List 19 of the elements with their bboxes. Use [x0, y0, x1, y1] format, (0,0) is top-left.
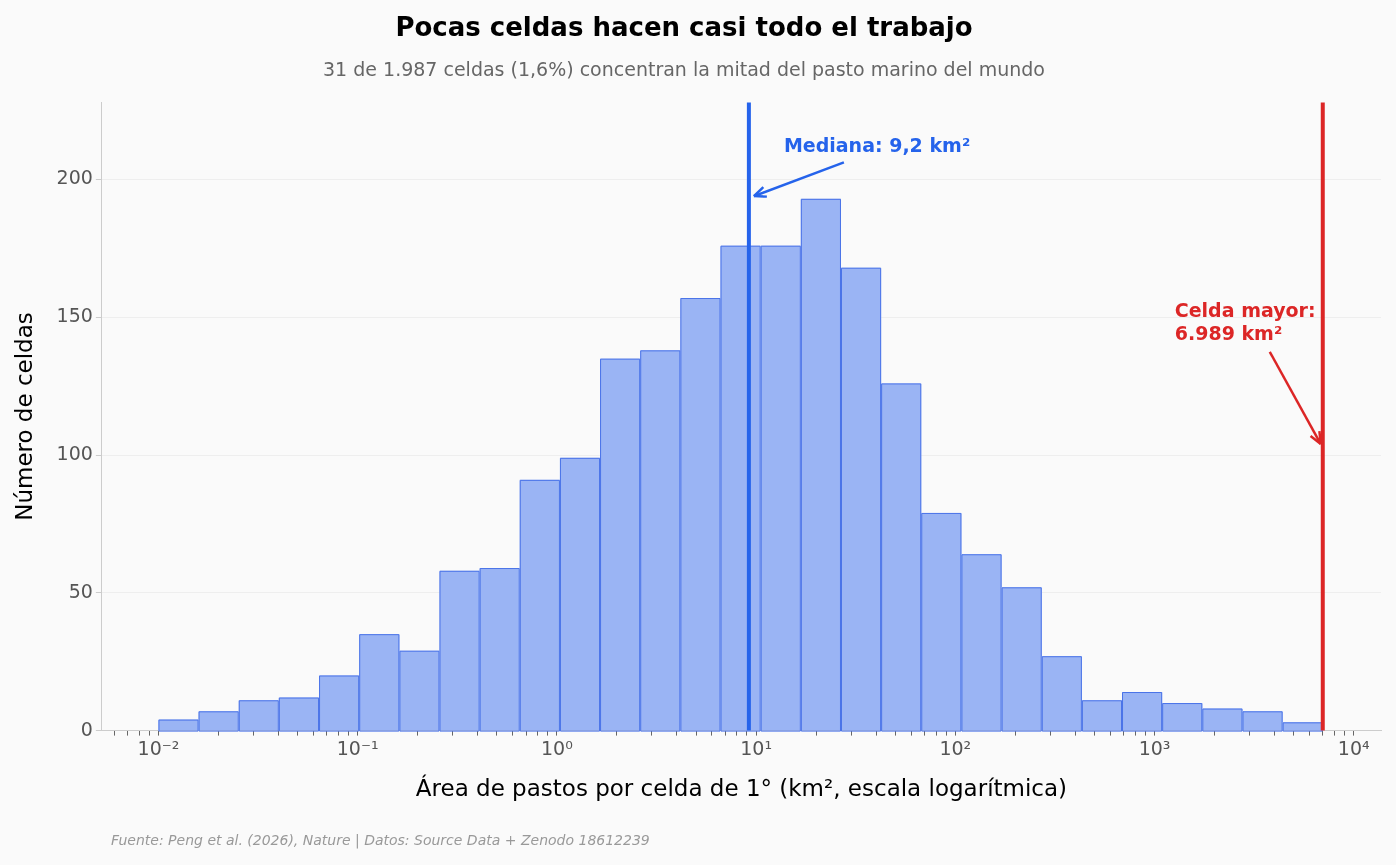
y-axis-title: Número de celdas — [10, 312, 37, 521]
x-tick-label: 10⁻¹ — [336, 736, 379, 759]
x-tick-label: 10³ — [1138, 736, 1171, 759]
y-tick-label: 50 — [68, 579, 93, 602]
y-tick-label: 200 — [56, 166, 93, 189]
y-tick-label: 150 — [56, 304, 93, 327]
source-note: Fuente: Peng et al. (2026), Nature | Datos: Source Data + Zenodo 18612239 — [111, 832, 650, 848]
x-tick-label: 10⁻² — [137, 736, 180, 759]
x-tick-label: 10¹ — [740, 736, 772, 759]
chart-title: Pocas celdas hacen casi todo el trabajo — [394, 12, 974, 42]
ref-line-label: Mediana: 9,2 km² — [783, 134, 971, 157]
y-tick-label: 0 — [80, 717, 93, 740]
y-tick-label: 100 — [56, 442, 93, 465]
chart-subtitle: 31 de 1.987 celdas (1,6%) concentran la mitad del pasto marino del mundo — [322, 58, 1046, 80]
x-tick-label: 10⁴ — [1337, 736, 1371, 759]
x-tick-label: 10² — [939, 736, 972, 759]
x-tick-label: 10⁰ — [540, 736, 573, 759]
x-axis-title: Área de pastos por celda de 1° (km², escala logarítmica) — [415, 774, 1068, 802]
ref-line-label: Celda mayor: 6.989 km² — [1174, 298, 1316, 344]
